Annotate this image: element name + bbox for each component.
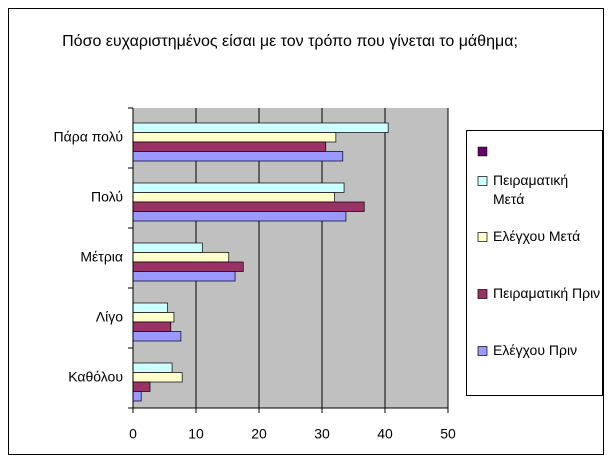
bar [132, 312, 175, 323]
x-tick-label: 10 [188, 426, 204, 442]
chart-title: Πόσο ευχαριστημένος είσαι με τον τρόπο π… [62, 33, 518, 50]
x-tick-label: 20 [251, 426, 267, 442]
y-tick-label: Πολύ [91, 189, 123, 205]
bar [132, 122, 389, 133]
bar [132, 151, 344, 162]
legend-label: Πειραματική Πριν [493, 285, 601, 301]
y-tick-label: Καθόλου [68, 369, 123, 385]
legend-swatch [477, 146, 488, 157]
x-tick-label: 40 [377, 426, 393, 442]
y-tick-label: Πάρα πολύ [54, 129, 123, 145]
bar [132, 381, 151, 392]
y-tick-label: Μέτρια [80, 249, 123, 265]
bar [132, 331, 182, 342]
x-tick-label: 50 [440, 426, 456, 442]
legend-label: Πειραματική Μετά [493, 172, 569, 207]
bar [132, 132, 337, 143]
bar [132, 362, 173, 373]
bar [132, 201, 365, 212]
bar [132, 192, 335, 203]
legend-box [466, 130, 603, 396]
bar [132, 391, 142, 402]
legend-swatch [477, 176, 488, 186]
bar [132, 252, 230, 263]
bar [132, 302, 169, 313]
legend-label: Ελέγχου Μετά [493, 228, 581, 244]
legend-swatch [477, 232, 488, 242]
x-tick-label: 30 [314, 426, 330, 442]
bar [132, 141, 327, 152]
legend-label: Ελέγχου Πριν [493, 342, 578, 358]
bar [132, 321, 172, 332]
bar [132, 242, 203, 253]
x-tick-label: 0 [129, 426, 137, 442]
legend-swatch [477, 289, 488, 299]
bar [132, 182, 345, 193]
bar [132, 211, 347, 222]
y-tick-label: Λίγο [96, 309, 123, 325]
bar [132, 271, 236, 282]
legend-swatch [477, 346, 488, 356]
bar [132, 372, 183, 383]
bar [132, 261, 244, 272]
